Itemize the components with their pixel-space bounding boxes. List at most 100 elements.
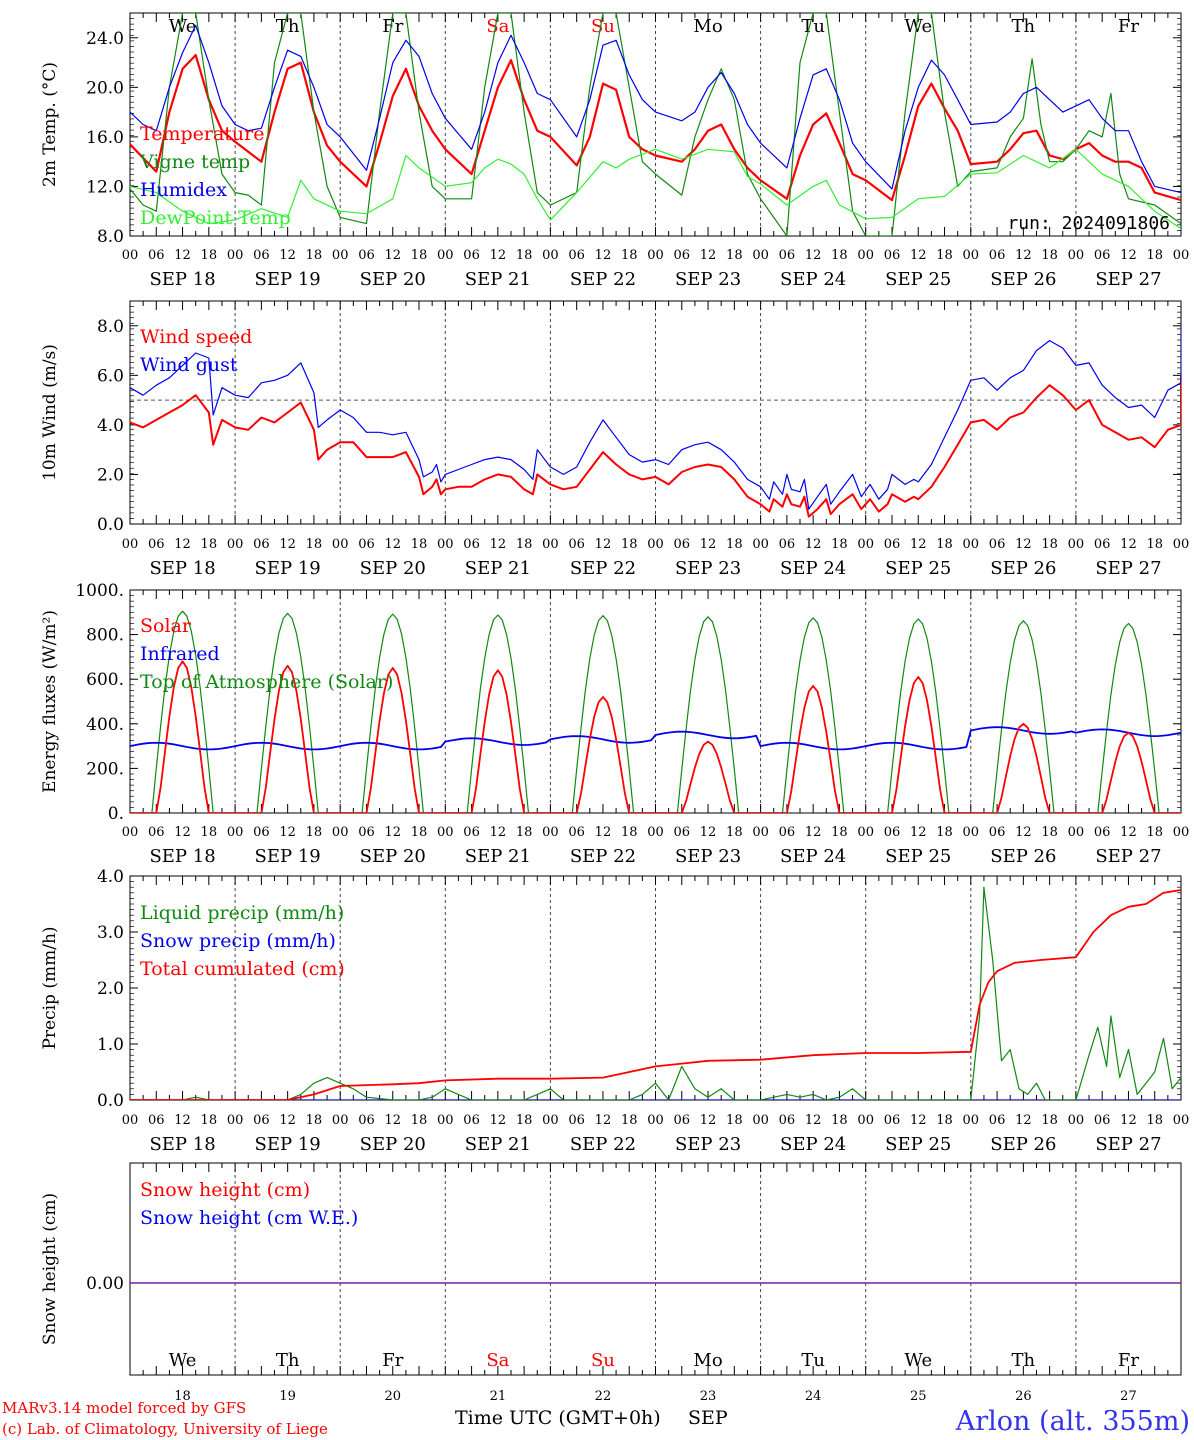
- weekday-label: Th: [276, 16, 300, 37]
- x-day-label: SEP 19: [255, 1134, 321, 1155]
- x-hour-label: 12: [279, 825, 296, 840]
- y-axis-label: 2m Temp. (°C): [40, 62, 60, 187]
- x-hour-label: 00: [542, 248, 559, 263]
- x-hour-label: 00: [1068, 248, 1085, 263]
- legend-entry: DewPoint Temp: [140, 207, 291, 229]
- weekday-label: Fr: [1118, 1350, 1139, 1371]
- x-hour-label: 06: [779, 537, 796, 552]
- weekday-label: Th: [276, 1350, 300, 1371]
- x-hour-label: 12: [910, 1113, 927, 1128]
- x-hour-label: 06: [568, 825, 585, 840]
- x-hour-label: 18: [936, 537, 953, 552]
- x-day-number: 23: [700, 1389, 717, 1404]
- x-hour-label: 18: [306, 248, 323, 263]
- series-line: [130, 13, 1181, 236]
- x-hour-label: 18: [621, 248, 638, 263]
- x-hour-label: 18: [201, 537, 218, 552]
- x-hour-label: 12: [805, 537, 822, 552]
- x-hour-label: 18: [411, 248, 428, 263]
- x-hour-label: 18: [726, 1113, 743, 1128]
- y-tick-label: 0.0: [97, 1091, 124, 1111]
- x-day-label: SEP 18: [149, 558, 215, 579]
- legend-entry: Wind gust: [140, 354, 238, 376]
- x-day-label: SEP 23: [675, 846, 741, 867]
- weekday-label: Sa: [486, 1350, 509, 1371]
- y-tick-label: 4.0: [97, 416, 124, 436]
- x-hour-label: 12: [174, 248, 191, 263]
- x-day-number: 19: [279, 1389, 296, 1404]
- x-hour-label: 00: [1173, 537, 1190, 552]
- weekday-label: We: [169, 1350, 197, 1371]
- x-hour-label: 18: [936, 1113, 953, 1128]
- weekday-label: Tu: [801, 1350, 825, 1371]
- x-hour-label: 12: [1015, 537, 1032, 552]
- x-hour-label: 00: [542, 825, 559, 840]
- x-hour-label: 18: [201, 825, 218, 840]
- x-hour-label: 12: [910, 537, 927, 552]
- legend-entry: Temperature: [140, 123, 264, 145]
- panel-1: 8.0 12.0 16.0 20.0 24.0 2m Temp. (°C) We Th Fr Sa…: [40, 12, 1189, 290]
- x-hour-label: 18: [306, 1113, 323, 1128]
- x-day-label: SEP 18: [149, 269, 215, 290]
- x-hour-label: 12: [384, 537, 401, 552]
- x-hour-label: 06: [148, 248, 165, 263]
- x-hour-label: 12: [595, 825, 612, 840]
- x-hour-label: 18: [621, 1113, 638, 1128]
- x-hour-label: 12: [384, 248, 401, 263]
- x-hour-label: 00: [857, 1113, 874, 1128]
- plot-frame: [129, 589, 1182, 814]
- weekday-label: We: [904, 1350, 932, 1371]
- x-hour-label: 00: [332, 248, 349, 263]
- x-hour-label: 18: [1146, 825, 1163, 840]
- weekday-label: Fr: [382, 16, 403, 37]
- x-hour-label: 18: [831, 1113, 848, 1128]
- x-hour-label: 12: [279, 537, 296, 552]
- x-hour-label: 06: [989, 537, 1006, 552]
- x-hour-label: 06: [1094, 248, 1111, 263]
- x-day-label: SEP 19: [255, 846, 321, 867]
- weekday-label: Mo: [693, 1350, 722, 1371]
- legend-entry: Snow height (cm): [140, 1179, 310, 1201]
- x-hour-label: 00: [857, 537, 874, 552]
- x-hour-label: 00: [1068, 825, 1085, 840]
- weekday-label: Th: [1012, 16, 1036, 37]
- x-hour-label: 06: [253, 248, 270, 263]
- x-day-label: SEP 21: [465, 1134, 531, 1155]
- x-day-label: SEP 24: [780, 558, 846, 579]
- weekday-label: Fr: [1118, 16, 1139, 37]
- x-hour-label: 06: [1094, 825, 1111, 840]
- y-axis-label: Precip (mm/h): [40, 926, 60, 1049]
- y-tick-label: 20.0: [86, 78, 124, 98]
- x-hour-label: 00: [227, 248, 244, 263]
- x-day-label: SEP 21: [465, 269, 531, 290]
- y-tick-label: 4.0: [97, 867, 124, 887]
- x-hour-label: 18: [516, 537, 533, 552]
- y-tick-label: 12.0: [86, 177, 124, 197]
- x-hour-label: 12: [700, 1113, 717, 1128]
- x-day-number: 25: [910, 1389, 927, 1404]
- x-hour-label: 06: [253, 1113, 270, 1128]
- legend-entry: Snow height (cm W.E.): [140, 1207, 358, 1229]
- x-day-label: SEP 24: [780, 1134, 846, 1155]
- x-hour-label: 18: [411, 825, 428, 840]
- x-hour-label: 06: [884, 1113, 901, 1128]
- x-hour-label: 00: [437, 825, 454, 840]
- run-label: run: 2024091806: [1007, 213, 1170, 234]
- x-day-label: SEP 21: [465, 846, 531, 867]
- x-hour-label: 06: [674, 248, 691, 263]
- x-day-label: SEP 24: [780, 269, 846, 290]
- x-hour-label: 06: [253, 825, 270, 840]
- x-hour-label: 06: [674, 1113, 691, 1128]
- plot-frame: [129, 12, 1182, 237]
- x-hour-label: 00: [752, 1113, 769, 1128]
- y-axis-label: Snow height (cm): [40, 1193, 60, 1345]
- x-hour-label: 12: [1015, 1113, 1032, 1128]
- x-day-number: 24: [805, 1389, 822, 1404]
- weekday-label: We: [169, 16, 197, 37]
- x-hour-label: 00: [647, 248, 664, 263]
- series-line: [130, 325, 1181, 510]
- y-tick-label: 1000.: [75, 581, 124, 601]
- legend-entry: Liquid precip (mm/h): [140, 902, 344, 924]
- x-day-label: SEP 19: [255, 558, 321, 579]
